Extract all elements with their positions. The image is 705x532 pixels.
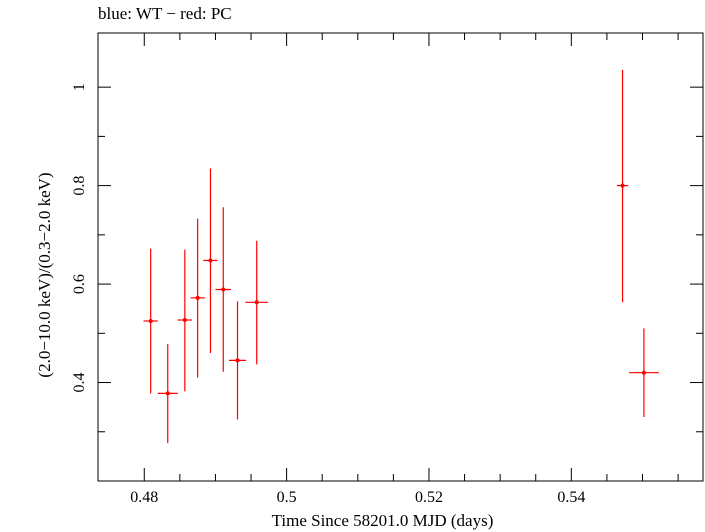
x-axis-label: Time Since 58201.0 MJD (days) [272, 511, 494, 530]
y-tick-label: 0.8 [71, 176, 88, 196]
chart-title: blue: WT − red: PC [98, 4, 232, 23]
data-point [221, 287, 226, 292]
x-tick-label: 0.54 [557, 489, 585, 506]
data-point [254, 300, 259, 305]
data-point [182, 318, 187, 323]
x-tick-label: 0.5 [277, 489, 297, 506]
data-point [235, 358, 240, 363]
data-point [195, 295, 200, 300]
y-tick-label: 1 [71, 83, 88, 91]
x-tick-label: 0.52 [415, 489, 443, 506]
y-tick-label: 0.6 [71, 274, 88, 294]
data-point [165, 391, 170, 396]
data-point [641, 370, 646, 375]
plot-frame [97, 32, 704, 482]
x-tick-label: 0.48 [130, 489, 158, 506]
y-tick-label: 0.4 [71, 373, 88, 393]
y-axis-label: (2.0−10.0 keV)/(0.3−2.0 keV) [35, 172, 54, 377]
data-point [148, 319, 153, 323]
data-point [620, 183, 625, 188]
data-point [208, 258, 213, 263]
